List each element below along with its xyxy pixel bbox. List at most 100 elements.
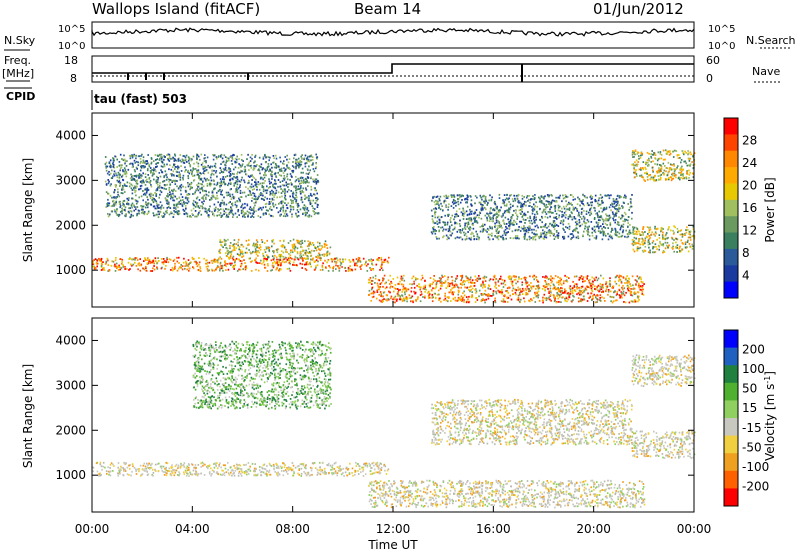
data-cell <box>528 284 530 286</box>
data-cell <box>150 157 153 159</box>
data-cell <box>235 188 237 190</box>
data-cell <box>148 176 151 179</box>
data-cell <box>137 174 140 177</box>
data-cell <box>128 258 130 260</box>
data-cell <box>653 176 656 178</box>
data-cell <box>248 211 250 214</box>
data-cell <box>560 278 562 281</box>
data-cell <box>638 157 640 160</box>
data-cell <box>502 298 505 300</box>
data-cell <box>149 262 152 265</box>
data-cell <box>450 300 452 302</box>
data-cell <box>295 199 298 201</box>
data-cell <box>213 260 215 263</box>
data-cell <box>183 213 186 216</box>
data-cell <box>320 247 323 250</box>
data-cell <box>109 172 112 175</box>
data-cell <box>413 290 415 293</box>
data-cell <box>194 205 197 208</box>
data-cell <box>483 275 486 278</box>
data-cell <box>611 205 614 208</box>
data-cell <box>638 295 640 298</box>
data-cell <box>680 239 682 242</box>
data-cell <box>581 202 583 204</box>
data-cell <box>495 287 498 289</box>
data-cell <box>542 301 544 304</box>
data-cell <box>115 265 117 268</box>
data-cell <box>273 205 275 208</box>
data-cell <box>262 157 265 160</box>
data-cell <box>503 295 506 298</box>
data-cell <box>429 277 432 279</box>
data-cell <box>234 261 236 264</box>
data-cell <box>645 163 647 166</box>
data-cell <box>326 261 328 264</box>
data-cell <box>631 205 633 208</box>
data-cell <box>310 243 313 246</box>
data-cell <box>282 204 284 207</box>
data-cell <box>252 192 254 195</box>
data-cell <box>262 206 264 209</box>
data-cell <box>632 164 635 166</box>
data-cell <box>295 189 297 192</box>
data-cell <box>300 198 303 201</box>
data-cell <box>660 153 663 156</box>
data-cell <box>569 293 572 295</box>
data-cell <box>222 246 224 249</box>
data-cell <box>152 267 154 270</box>
data-cell <box>266 189 268 192</box>
data-cell <box>561 200 563 203</box>
data-cell <box>433 275 435 277</box>
data-cell <box>686 170 688 172</box>
data-cell <box>251 200 253 202</box>
data-cell <box>158 213 160 216</box>
data-cell <box>463 279 465 282</box>
data-cell <box>132 197 134 200</box>
data-cell <box>247 175 250 178</box>
data-cell <box>306 159 309 162</box>
data-cell <box>294 186 297 189</box>
data-cell <box>291 213 293 216</box>
data-cell <box>323 246 326 248</box>
data-cell <box>122 159 125 162</box>
data-cell <box>422 287 425 290</box>
data-cell <box>187 182 189 185</box>
data-cell <box>270 192 273 195</box>
data-cell <box>168 157 171 159</box>
data-cell <box>410 287 413 289</box>
data-cell <box>173 157 176 160</box>
data-cell <box>482 200 485 203</box>
data-cell <box>136 212 138 215</box>
nave-label: Nave <box>752 65 780 78</box>
data-cell <box>258 247 260 249</box>
data-cell <box>229 195 231 198</box>
data-cell <box>187 194 189 196</box>
data-cell <box>147 174 149 176</box>
data-cell <box>124 265 126 268</box>
data-cell <box>317 241 319 244</box>
freq-panel-frame <box>91 55 695 83</box>
data-cell <box>292 161 294 163</box>
data-cell <box>373 291 376 294</box>
data-cell <box>538 286 541 289</box>
data-cell <box>190 159 192 162</box>
data-cell <box>676 238 679 241</box>
data-cell <box>227 208 230 211</box>
data-cell <box>434 279 436 282</box>
data-cell <box>225 215 228 218</box>
data-cell <box>595 296 597 299</box>
data-cell <box>598 225 600 228</box>
data-cell <box>171 157 173 160</box>
data-cell <box>305 261 308 264</box>
data-cell <box>308 243 310 246</box>
data-cell <box>173 203 175 206</box>
data-cell <box>304 252 307 254</box>
data-cell <box>633 293 636 295</box>
data-cell <box>624 282 626 284</box>
data-cell <box>156 189 159 192</box>
data-cell <box>315 178 318 181</box>
data-cell <box>648 237 651 240</box>
data-cell <box>192 155 195 158</box>
data-cell <box>236 253 239 255</box>
data-cell <box>630 285 632 287</box>
